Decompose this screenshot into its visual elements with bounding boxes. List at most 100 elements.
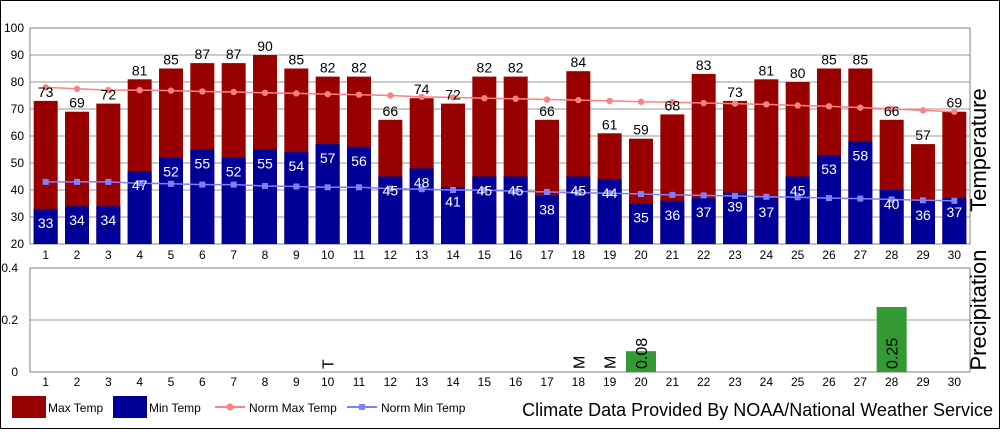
min-temp-bar: [127, 171, 152, 244]
temperature-day-tick-label: 11: [353, 248, 366, 262]
min-temp-value-label: 41: [445, 193, 461, 209]
legend-swatch-marker: [226, 403, 234, 411]
norm-min-temp-point: [105, 178, 112, 185]
max-temp-value-label: 73: [727, 84, 743, 100]
norm-min-temp-point: [74, 178, 80, 185]
norm-max-temp-point: [857, 104, 864, 111]
min-temp-value-label: 35: [633, 210, 649, 226]
min-temp-value-label: 37: [947, 204, 963, 220]
precipitation-day-tick-label: 29: [916, 375, 930, 389]
max-temp-value-label: 73: [38, 84, 54, 100]
max-temp-value-label: 82: [320, 60, 336, 76]
norm-max-temp-point: [575, 96, 582, 104]
precipitation-plot-frame: [29, 267, 971, 373]
min-temp-bar: [159, 157, 183, 244]
max-temp-value-label: 87: [226, 46, 242, 62]
temperature-day-tick-label: 8: [262, 248, 269, 262]
norm-max-temp-point: [481, 95, 488, 102]
min-temp-bar: [660, 200, 685, 244]
norm-max-temp-line: [45, 86, 955, 113]
max-temp-value-label: 68: [665, 97, 681, 113]
temperature-day-tick-label: 1: [42, 248, 49, 262]
norm-min-temp-point: [888, 196, 895, 203]
max-temp-value-label: 69: [947, 95, 963, 111]
max-temp-value-label: 66: [539, 103, 555, 119]
norm-max-temp-point: [606, 97, 613, 105]
min-temp-value-label: 54: [289, 158, 305, 174]
precipitation-day-tick-label: 11: [353, 375, 366, 389]
temperature-day-tick-label: 12: [384, 248, 398, 262]
precipitation-day-tick-label: 12: [384, 375, 398, 389]
norm-min-temp-point: [606, 190, 613, 197]
norm-min-temp-point: [450, 187, 456, 193]
min-temp-value-label: 48: [414, 174, 430, 190]
max-temp-value-label: 85: [821, 52, 837, 68]
temperature-tick-label: 90: [11, 48, 25, 62]
precipitation-day-tick-label: 9: [293, 375, 300, 389]
precipitation-day-tick-label: 8: [262, 375, 269, 389]
precipitation-day-tick-label: 28: [885, 375, 899, 389]
min-temp-bar: [96, 206, 121, 244]
max-temp-value-label: 82: [351, 60, 367, 76]
temperature-day-tick-label: 15: [478, 248, 492, 262]
min-temp-bar: [221, 157, 246, 244]
max-temp-value-label: 85: [163, 52, 179, 68]
precipitation-bar: [876, 307, 907, 372]
min-temp-bar: [315, 144, 340, 244]
max-temp-value-label: 66: [884, 103, 900, 119]
precipitation-day-tick-label: 18: [572, 375, 586, 389]
min-temp-value-label: 36: [665, 207, 681, 223]
precipitation-day-tick-label: 30: [948, 375, 962, 389]
norm-max-temp-point: [73, 85, 81, 92]
legend-label: Min Temp: [149, 401, 201, 415]
max-temp-value-label: 85: [289, 52, 305, 68]
temperature-day-tick-label: 14: [446, 248, 460, 262]
temperature-tick-label: 20: [11, 237, 25, 251]
max-temp-value-label: 61: [602, 116, 618, 132]
min-temp-value-label: 45: [383, 183, 399, 199]
precipitation-day-tick-label: 27: [854, 375, 868, 389]
min-temp-value-label: 53: [821, 161, 837, 177]
min-temp-bar: [629, 203, 653, 244]
min-temp-value-label: 37: [759, 204, 775, 220]
data-credit: Climate Data Provided By NOAA/National W…: [522, 400, 993, 420]
precipitation-day-tick-label: 4: [136, 375, 143, 389]
precipitation-day-tick-label: 20: [634, 375, 648, 389]
norm-min-temp-point: [700, 192, 707, 199]
norm-min-temp-point: [168, 180, 174, 187]
min-temp-value-label: 57: [320, 150, 336, 166]
min-temp-value-label: 45: [790, 183, 806, 199]
precipitation-day-tick-label: 23: [728, 375, 742, 389]
precipitation-day-tick-label: 26: [822, 375, 836, 389]
min-temp-value-label: 37: [696, 204, 712, 220]
min-temp-value-label: 33: [38, 215, 54, 231]
temperature-day-tick-label: 18: [572, 248, 586, 262]
max-temp-value-label: 82: [477, 60, 493, 76]
norm-max-temp-point: [512, 95, 519, 102]
min-temp-bar: [691, 198, 716, 244]
precipitation-day-tick-label: 15: [478, 375, 492, 389]
norm-min-temp-point: [732, 192, 738, 199]
min-temp-value-label: 58: [853, 147, 869, 163]
min-temp-bar: [942, 198, 967, 244]
min-temp-value-label: 39: [727, 199, 743, 215]
temperature-tick-label: 60: [11, 129, 25, 143]
norm-min-temp-point: [42, 178, 49, 185]
norm-max-temp-point: [951, 108, 958, 115]
temperature-tick-label: 100: [4, 21, 24, 35]
precipitation-day-tick-label: 21: [666, 375, 680, 389]
norm-max-temp-point: [387, 92, 394, 99]
norm-max-temp-point: [449, 94, 457, 101]
norm-min-temp-point: [951, 197, 958, 204]
temperature-day-tick-label: 30: [948, 248, 962, 262]
temperature-day-tick-label: 4: [136, 248, 143, 262]
norm-max-temp-point: [637, 98, 645, 105]
temperature-day-tick-label: 19: [603, 248, 617, 262]
temperature-day-tick-label: 29: [916, 248, 930, 262]
norm-min-temp-point: [262, 182, 268, 189]
max-temp-value-label: 87: [195, 46, 211, 62]
max-temp-value-label: 80: [790, 65, 806, 81]
max-temp-value-label: 72: [101, 87, 117, 103]
